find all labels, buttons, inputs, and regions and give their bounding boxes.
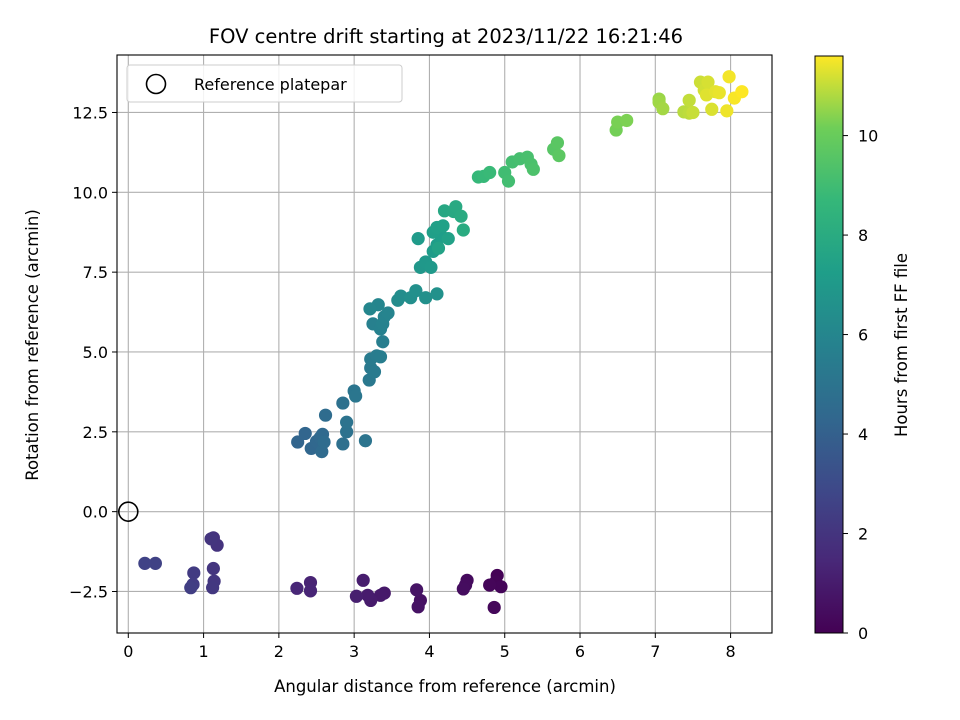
data-point: [349, 389, 363, 403]
data-point: [356, 573, 370, 587]
data-point: [436, 219, 450, 233]
y-tick-label: 2.5: [83, 423, 108, 442]
colorbar-tick-label: 10: [858, 127, 878, 146]
data-point: [656, 102, 670, 116]
colorbar-gradient: [814, 55, 844, 634]
y-tick-label: 5.0: [83, 343, 108, 362]
data-point: [187, 566, 201, 580]
data-point: [138, 556, 152, 570]
axis-ticks: 0 1 2 3 4 5 6 7 8 −2.5 0.0 2.5 5.0 7.5 10.0 12.5: [69, 103, 736, 661]
data-point: [340, 415, 354, 429]
grid-lines: [117, 55, 772, 633]
data-point: [318, 408, 333, 422]
data-point: [411, 600, 425, 614]
data-point: [487, 600, 501, 615]
x-tick-label: 1: [198, 642, 208, 661]
data-point: [430, 287, 444, 301]
data-point: [394, 289, 408, 303]
chart-title: FOV centre drift starting at 2023/11/22 …: [209, 25, 683, 48]
data-point: [483, 578, 497, 592]
data-point: [373, 350, 388, 364]
y-tick-label: 10.0: [72, 183, 108, 202]
data-point: [409, 284, 423, 298]
data-point: [720, 104, 734, 118]
data-point: [424, 260, 438, 274]
data-point: [206, 561, 220, 576]
data-point: [336, 396, 350, 410]
data-point: [494, 580, 508, 594]
data-point: [456, 582, 470, 596]
colorbar-tick-label: 2: [858, 525, 868, 544]
y-tick-label: 7.5: [83, 263, 108, 282]
colorbar-tick-label: 6: [858, 326, 868, 345]
data-point: [722, 70, 736, 84]
data-point: [483, 165, 497, 180]
legend: Reference platepar: [126, 64, 403, 103]
x-tick-label: 4: [424, 642, 434, 661]
colorbar-tick-label: 8: [858, 226, 868, 245]
data-point: [712, 86, 726, 100]
data-point: [363, 302, 377, 316]
data-point: [336, 437, 350, 451]
data-point: [456, 223, 470, 237]
y-tick-label: 0.0: [83, 503, 108, 522]
x-tick-label: 6: [575, 642, 585, 661]
y-tick-label: 12.5: [72, 103, 108, 122]
legend-entry-reference: Reference platepar: [194, 75, 347, 94]
data-point: [206, 581, 220, 595]
data-point: [705, 102, 719, 116]
data-points: [138, 70, 749, 615]
data-point: [204, 532, 218, 546]
x-tick-label: 8: [725, 642, 735, 661]
data-point: [620, 113, 634, 128]
data-point: [291, 435, 305, 449]
legend-marker-icon: [145, 73, 167, 95]
colorbar-ticks: 0 2 4 6 8 10: [843, 127, 878, 643]
data-point: [148, 556, 162, 570]
data-point: [441, 232, 455, 246]
data-point: [701, 75, 715, 89]
data-point: [686, 105, 700, 120]
data-point: [317, 435, 331, 449]
x-tick-label: 7: [650, 642, 660, 661]
data-point: [361, 588, 375, 602]
data-point: [303, 584, 318, 598]
data-point: [358, 434, 373, 448]
y-axis-label: Rotation from reference (arcmin): [23, 209, 42, 481]
data-point: [410, 583, 424, 597]
x-tick-label: 5: [500, 642, 510, 661]
data-point: [411, 232, 425, 246]
data-point: [682, 93, 696, 107]
legend-box: [126, 64, 403, 103]
x-tick-label: 2: [274, 642, 284, 661]
data-point: [376, 335, 390, 349]
data-point: [298, 426, 312, 441]
data-point: [290, 581, 304, 595]
data-point: [454, 209, 468, 223]
data-point: [501, 174, 516, 188]
x-tick-label: 0: [123, 642, 133, 661]
data-point: [419, 291, 433, 305]
data-point: [381, 306, 395, 320]
colorbar-tick-label: 0: [858, 624, 868, 643]
data-point: [340, 425, 354, 439]
colorbar: 0 2 4 6 8 10 Hours from first FF file: [814, 55, 911, 643]
data-point: [552, 148, 566, 163]
data-point: [184, 581, 198, 595]
reference-platepar-marker: [117, 501, 139, 522]
colorbar-tick-label: 4: [858, 425, 868, 444]
x-tick-label: 3: [349, 642, 359, 661]
x-axis-label: Angular distance from reference (arcmin): [274, 677, 616, 696]
data-point: [367, 365, 382, 379]
data-point: [349, 589, 364, 603]
data-point: [735, 85, 749, 99]
data-point: [373, 588, 388, 602]
colorbar-label: Hours from first FF file: [892, 253, 911, 437]
plot-frame: [116, 54, 773, 634]
data-point: [431, 241, 446, 255]
data-point: [526, 162, 540, 176]
y-tick-label: −2.5: [69, 582, 108, 601]
data-point: [550, 136, 565, 150]
